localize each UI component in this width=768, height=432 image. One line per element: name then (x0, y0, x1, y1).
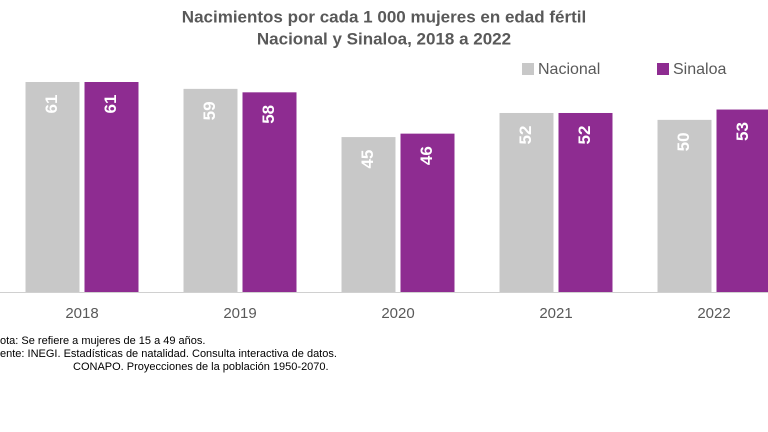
value-label: 61 (101, 95, 120, 114)
value-label: 58 (259, 105, 278, 124)
value-label: 50 (674, 132, 693, 151)
x-tick-label: 2021 (539, 305, 572, 322)
legend-label: Sinaloa (673, 61, 726, 78)
x-tick-label: 2020 (381, 305, 414, 322)
x-tick-label: 2022 (697, 305, 730, 322)
x-tick-label: 2018 (65, 305, 98, 322)
note: ente: INEGI. Estadísticas de natalidad. … (0, 348, 337, 360)
value-label: 53 (733, 122, 752, 141)
bar (558, 112, 613, 292)
value-label: 52 (575, 126, 594, 145)
legend-swatch (657, 63, 669, 75)
legend-label: Nacional (538, 61, 600, 78)
note: ota: Se refiere a mujeres de 15 a 49 año… (0, 335, 205, 347)
x-tick-label: 2019 (223, 305, 256, 322)
bar (183, 88, 238, 292)
bar (716, 109, 768, 292)
value-label: 59 (200, 101, 219, 120)
value-label: 46 (417, 146, 436, 165)
bar (499, 112, 554, 292)
bar (657, 119, 712, 292)
bar (25, 82, 80, 292)
value-label: 45 (358, 150, 377, 169)
legend-swatch (522, 63, 534, 75)
chart-subtitle: Nacional y Sinaloa, 2018 a 2022 (257, 29, 511, 48)
value-label: 52 (516, 126, 535, 145)
bar (341, 137, 396, 292)
bar (84, 82, 139, 292)
value-label: 61 (42, 95, 61, 114)
bar (400, 133, 455, 292)
chart-title: Nacimientos por cada 1 000 mujeres en ed… (182, 7, 586, 26)
note: CONAPO. Proyecciones de la población 195… (73, 361, 329, 373)
bar (242, 92, 297, 292)
